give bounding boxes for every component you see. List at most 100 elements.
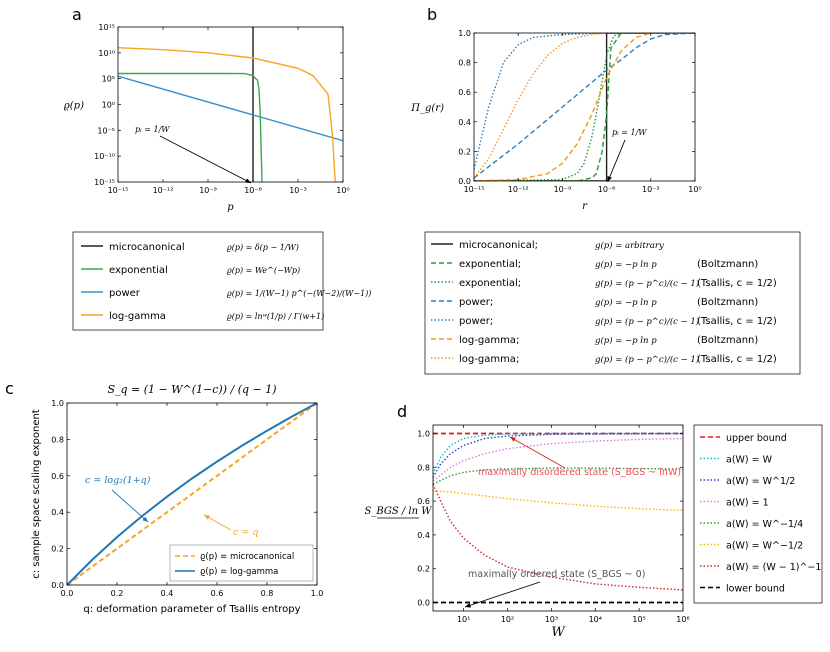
x-axis-a-tick-label: 10⁻⁹ xyxy=(199,186,217,195)
x-axis-d-tick-label: 10⁵ xyxy=(632,615,645,624)
series-exponential Tsallis xyxy=(474,33,695,181)
legend-label-b: power; xyxy=(459,297,493,308)
x-axis-label-d: W xyxy=(551,625,566,640)
annotation-arrow-log2-c xyxy=(111,489,149,523)
x-axis-b-tick-label: 10⁻³ xyxy=(642,185,660,194)
series-a(W) = W^1/2 xyxy=(433,432,683,478)
series-power xyxy=(118,75,343,142)
y-axis-a-tick-label: 10⁵ xyxy=(102,75,115,84)
series-a(W) = W^−1/4 xyxy=(433,467,683,485)
legend-formula-b: g(p) = (p − p^c)/(c − 1) xyxy=(595,278,699,289)
y-axis-b-tick-label: 1.0 xyxy=(458,29,471,38)
y-axis-a-tick-label: 10⁻⁵ xyxy=(97,126,115,135)
axes-frame-d xyxy=(432,424,684,612)
x-axis-c-tick-label: 1.0 xyxy=(311,589,324,598)
annotation-arrow-b xyxy=(607,139,626,183)
annotation-arrow-ordered-d xyxy=(464,581,541,608)
y-axis-d-tick-label: 1.0 xyxy=(417,429,430,438)
legend-label-a: exponential xyxy=(109,265,168,276)
x-axis-a-tick-label: 10⁻³ xyxy=(289,186,307,195)
y-axis-c-tick-label: 0.0 xyxy=(51,581,64,590)
axes-frame-b xyxy=(473,32,696,182)
x-axis-a-tick-label: 10⁻¹⁵ xyxy=(108,186,129,195)
y-axis-label-c: c: sample space scaling exponent xyxy=(31,409,42,579)
x-axis-b-tick-label: 10⁻¹² xyxy=(508,185,529,194)
legend-label-b: log-gamma; xyxy=(459,354,519,365)
y-axis-label-a: ϱ(p) xyxy=(64,101,84,112)
x-axis-d-tick-label: 10⁶ xyxy=(676,615,689,624)
x-axis-c-tick-label: 0.8 xyxy=(261,589,274,598)
legend-formula-b: g(p) = (p − p^c)/(c − 1) xyxy=(595,316,699,327)
series-log-gamma Tsallis xyxy=(474,33,695,179)
annotation-arrow-b-head xyxy=(607,176,612,182)
y-axis-b-tick-label: 0.4 xyxy=(458,118,471,127)
annotation-arrow-q-c-head xyxy=(204,515,210,520)
legend-label-b: exponential; xyxy=(459,278,521,289)
legend-label-b: microcanonical; xyxy=(459,240,538,251)
y-axis-a-tick-label: 10¹⁵ xyxy=(98,23,115,32)
x-axis-c-tick-label: 0.4 xyxy=(161,589,174,598)
legend-label-d: a(W) = (W − 1)^−1 xyxy=(726,562,821,573)
y-axis-a-tick-label: 10¹⁰ xyxy=(98,49,115,58)
legend-box-a xyxy=(72,231,324,331)
panel-label-a: a xyxy=(72,5,82,24)
chart-title-c: S_q = (1 − W^(1−c)) / (q − 1) xyxy=(107,383,276,396)
legend-label-a: log-gamma xyxy=(109,311,166,322)
y-axis-d-tick-label: 0.6 xyxy=(417,497,430,506)
legend-extra-b: (Tsallis, c = 1/2) xyxy=(697,278,777,289)
series-exponential xyxy=(118,72,263,182)
annotation-b: pᵢ = 1/W xyxy=(612,128,647,137)
legend-label-d: a(W) = 1 xyxy=(726,498,769,509)
legend-formula-a: ϱ(p) = 1/(W−1) p^(−(W−2)/(W−1)) xyxy=(227,289,371,298)
legend-box-c xyxy=(169,544,314,582)
series-exponential Boltzmann xyxy=(474,33,695,181)
y-axis-b-tick-label: 0.8 xyxy=(458,59,471,68)
legend-label-d: a(W) = W^1/2 xyxy=(726,476,795,487)
legend-extra-b: (Boltzmann) xyxy=(697,259,758,270)
x-axis-b-tick-label: 10⁻⁶ xyxy=(598,185,616,194)
x-axis-label-b: r xyxy=(582,201,588,212)
legend-extra-b: (Boltzmann) xyxy=(697,297,758,308)
y-axis-b-tick-label: 0.6 xyxy=(458,88,471,97)
x-axis-b-tick-label: 10⁻¹⁵ xyxy=(464,185,485,194)
x-axis-d-tick-label: 10³ xyxy=(545,615,558,624)
y-axis-label-b: Π_g(r) xyxy=(410,103,444,114)
legend-label-d: a(W) = W^−1/2 xyxy=(726,541,803,552)
legend-formula-b: g(p) = (p − p^c)/(c − 1) xyxy=(595,354,699,365)
y-axis-d-tick-label: 0.8 xyxy=(417,463,430,472)
y-axis-d-tick-label: 0.4 xyxy=(417,531,430,540)
legend-label-c: ϱ(p) = microcanonical xyxy=(200,552,294,562)
annotation-ordered-d: maximally ordered state (S_BGS ~ 0) xyxy=(468,569,645,580)
y-axis-c-tick-label: 1.0 xyxy=(51,399,64,408)
x-axis-a-tick-label: 10⁻¹² xyxy=(153,186,174,195)
y-axis-a-tick-label: 10⁻¹⁵ xyxy=(94,178,115,187)
x-axis-b-tick-label: 10⁻⁹ xyxy=(554,185,572,194)
legend-formula-a: ϱ(p) = lnʷ(1/p) / Γ(w+1) xyxy=(227,312,324,321)
x-axis-a-tick-label: 10⁰ xyxy=(336,186,349,195)
x-axis-b-tick-label: 10⁰ xyxy=(688,185,701,194)
legend-label-d: a(W) = W xyxy=(726,455,773,466)
series-power Tsallis xyxy=(474,33,695,170)
series-log-gamma Boltzmann xyxy=(474,33,695,181)
legend-label-d: a(W) = W^−1/4 xyxy=(726,519,803,530)
annotation-arrow-disordered-d-head xyxy=(510,437,516,442)
legend-formula-a: ϱ(p) = δ(p − 1/W) xyxy=(227,243,299,252)
y-axis-c-tick-label: 0.6 xyxy=(51,472,64,481)
panel-label-d: d xyxy=(397,402,407,421)
panel-label-b: b xyxy=(427,5,437,24)
series-microcanonical xyxy=(474,33,695,181)
legend-formula-b: g(p) = −p ln p xyxy=(595,259,657,270)
legend-label-a: power xyxy=(109,288,141,299)
legend-extra-b: (Tsallis, c = 1/2) xyxy=(697,354,777,365)
axes-frame-c xyxy=(66,402,318,586)
legend-label-d: upper bound xyxy=(726,433,787,444)
legend-extra-b: (Boltzmann) xyxy=(697,335,758,346)
legend-label-b: exponential; xyxy=(459,259,521,270)
annotation-arrow-disordered-d xyxy=(509,436,566,469)
y-axis-label-d: S_BGS / ln W xyxy=(364,506,432,517)
x-axis-d-tick-label: 10¹ xyxy=(457,615,470,624)
legend-label-c: ϱ(p) = log-gamma xyxy=(200,567,278,577)
y-axis-b-tick-label: 0.0 xyxy=(458,177,471,186)
series-power Boltzmann xyxy=(474,33,695,179)
